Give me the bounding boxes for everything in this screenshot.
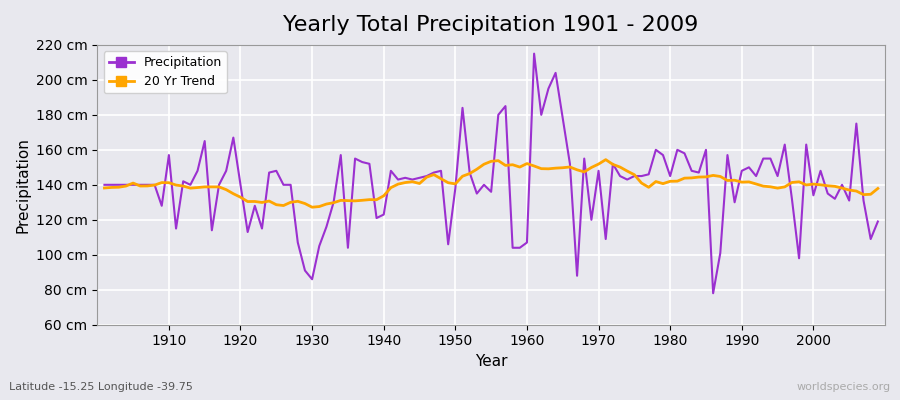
X-axis label: Year: Year (475, 354, 508, 369)
Title: Yearly Total Precipitation 1901 - 2009: Yearly Total Precipitation 1901 - 2009 (284, 15, 698, 35)
Text: worldspecies.org: worldspecies.org (796, 382, 891, 392)
Text: Latitude -15.25 Longitude -39.75: Latitude -15.25 Longitude -39.75 (9, 382, 193, 392)
Y-axis label: Precipitation: Precipitation (15, 137, 30, 233)
Legend: Precipitation, 20 Yr Trend: Precipitation, 20 Yr Trend (104, 51, 227, 93)
